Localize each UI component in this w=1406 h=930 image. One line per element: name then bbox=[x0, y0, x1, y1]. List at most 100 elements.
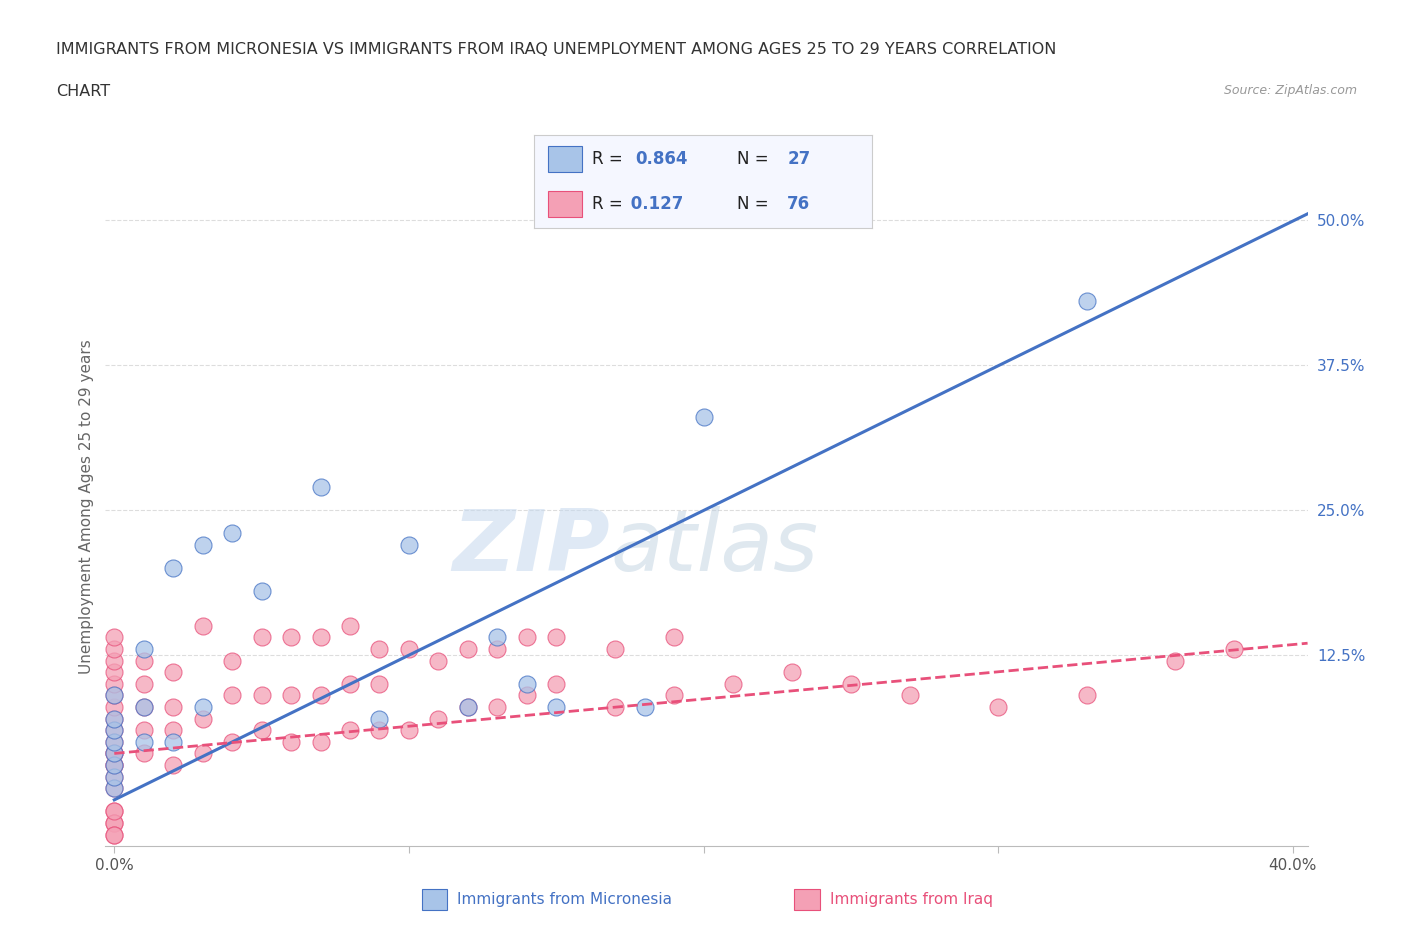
Bar bbox=[548, 146, 582, 172]
Point bbox=[103, 665, 125, 680]
Point bbox=[132, 676, 155, 691]
Text: Source: ZipAtlas.com: Source: ZipAtlas.com bbox=[1223, 84, 1357, 97]
Point bbox=[546, 630, 568, 644]
Point bbox=[692, 409, 714, 424]
Point bbox=[191, 699, 214, 714]
Point bbox=[103, 769, 125, 784]
Point bbox=[1076, 688, 1098, 703]
Point bbox=[339, 676, 361, 691]
Point bbox=[132, 746, 155, 761]
Point bbox=[339, 723, 361, 737]
Point bbox=[132, 735, 155, 750]
Point bbox=[103, 804, 125, 819]
Point bbox=[103, 746, 125, 761]
Text: 27: 27 bbox=[787, 150, 811, 168]
Point bbox=[398, 642, 420, 657]
Point bbox=[457, 642, 479, 657]
Text: 0.864: 0.864 bbox=[636, 150, 688, 168]
Point bbox=[368, 723, 391, 737]
Point bbox=[1076, 294, 1098, 309]
Text: R =: R = bbox=[592, 150, 623, 168]
Y-axis label: Unemployment Among Ages 25 to 29 years: Unemployment Among Ages 25 to 29 years bbox=[79, 339, 94, 674]
Point bbox=[250, 583, 273, 598]
Point bbox=[132, 723, 155, 737]
Point bbox=[103, 723, 125, 737]
Point bbox=[132, 699, 155, 714]
Point bbox=[398, 723, 420, 737]
Point bbox=[486, 630, 509, 644]
Point bbox=[309, 479, 332, 494]
Text: ZIP: ZIP bbox=[453, 506, 610, 589]
Bar bbox=[548, 191, 582, 217]
Point bbox=[191, 538, 214, 552]
Point bbox=[1223, 642, 1246, 657]
Point bbox=[486, 699, 509, 714]
Point bbox=[633, 699, 655, 714]
Point bbox=[486, 642, 509, 657]
Point bbox=[132, 653, 155, 668]
Point bbox=[605, 699, 627, 714]
Point bbox=[250, 630, 273, 644]
Point bbox=[103, 711, 125, 726]
Point bbox=[103, 828, 125, 843]
Point bbox=[221, 688, 243, 703]
Text: R =: R = bbox=[592, 194, 623, 213]
Point bbox=[368, 676, 391, 691]
Point bbox=[103, 653, 125, 668]
Point bbox=[103, 758, 125, 773]
Point bbox=[309, 735, 332, 750]
Point bbox=[250, 723, 273, 737]
Text: atlas: atlas bbox=[610, 506, 818, 589]
Point bbox=[162, 735, 184, 750]
Text: N =: N = bbox=[737, 150, 768, 168]
Point bbox=[221, 653, 243, 668]
Point bbox=[427, 653, 450, 668]
Point bbox=[103, 723, 125, 737]
Point bbox=[221, 525, 243, 540]
Text: IMMIGRANTS FROM MICRONESIA VS IMMIGRANTS FROM IRAQ UNEMPLOYMENT AMONG AGES 25 TO: IMMIGRANTS FROM MICRONESIA VS IMMIGRANTS… bbox=[56, 42, 1057, 57]
Point bbox=[103, 735, 125, 750]
Point bbox=[103, 781, 125, 796]
Point bbox=[132, 699, 155, 714]
Point bbox=[103, 746, 125, 761]
Point bbox=[368, 642, 391, 657]
Point bbox=[103, 758, 125, 773]
Point bbox=[103, 688, 125, 703]
Text: 76: 76 bbox=[787, 194, 810, 213]
Point bbox=[898, 688, 921, 703]
Point bbox=[103, 630, 125, 644]
Point bbox=[398, 538, 420, 552]
Point bbox=[191, 618, 214, 633]
Point bbox=[516, 676, 538, 691]
Point bbox=[103, 688, 125, 703]
Point bbox=[987, 699, 1010, 714]
Point bbox=[103, 816, 125, 830]
Point bbox=[662, 630, 685, 644]
Point bbox=[280, 688, 302, 703]
Point bbox=[427, 711, 450, 726]
Point bbox=[780, 665, 803, 680]
Point bbox=[250, 688, 273, 703]
Point bbox=[339, 618, 361, 633]
Point bbox=[162, 758, 184, 773]
Point bbox=[103, 816, 125, 830]
Point bbox=[191, 746, 214, 761]
Point bbox=[103, 699, 125, 714]
Text: N =: N = bbox=[737, 194, 768, 213]
Point bbox=[162, 665, 184, 680]
Point bbox=[516, 688, 538, 703]
Point bbox=[1164, 653, 1187, 668]
Point bbox=[280, 735, 302, 750]
Point bbox=[103, 735, 125, 750]
Point bbox=[662, 688, 685, 703]
Text: 0.127: 0.127 bbox=[626, 194, 683, 213]
Point bbox=[280, 630, 302, 644]
Point bbox=[721, 676, 744, 691]
Text: CHART: CHART bbox=[56, 84, 110, 99]
Point bbox=[132, 642, 155, 657]
Point bbox=[103, 769, 125, 784]
Point bbox=[103, 828, 125, 843]
Point bbox=[839, 676, 862, 691]
Point bbox=[309, 688, 332, 703]
Point bbox=[546, 676, 568, 691]
